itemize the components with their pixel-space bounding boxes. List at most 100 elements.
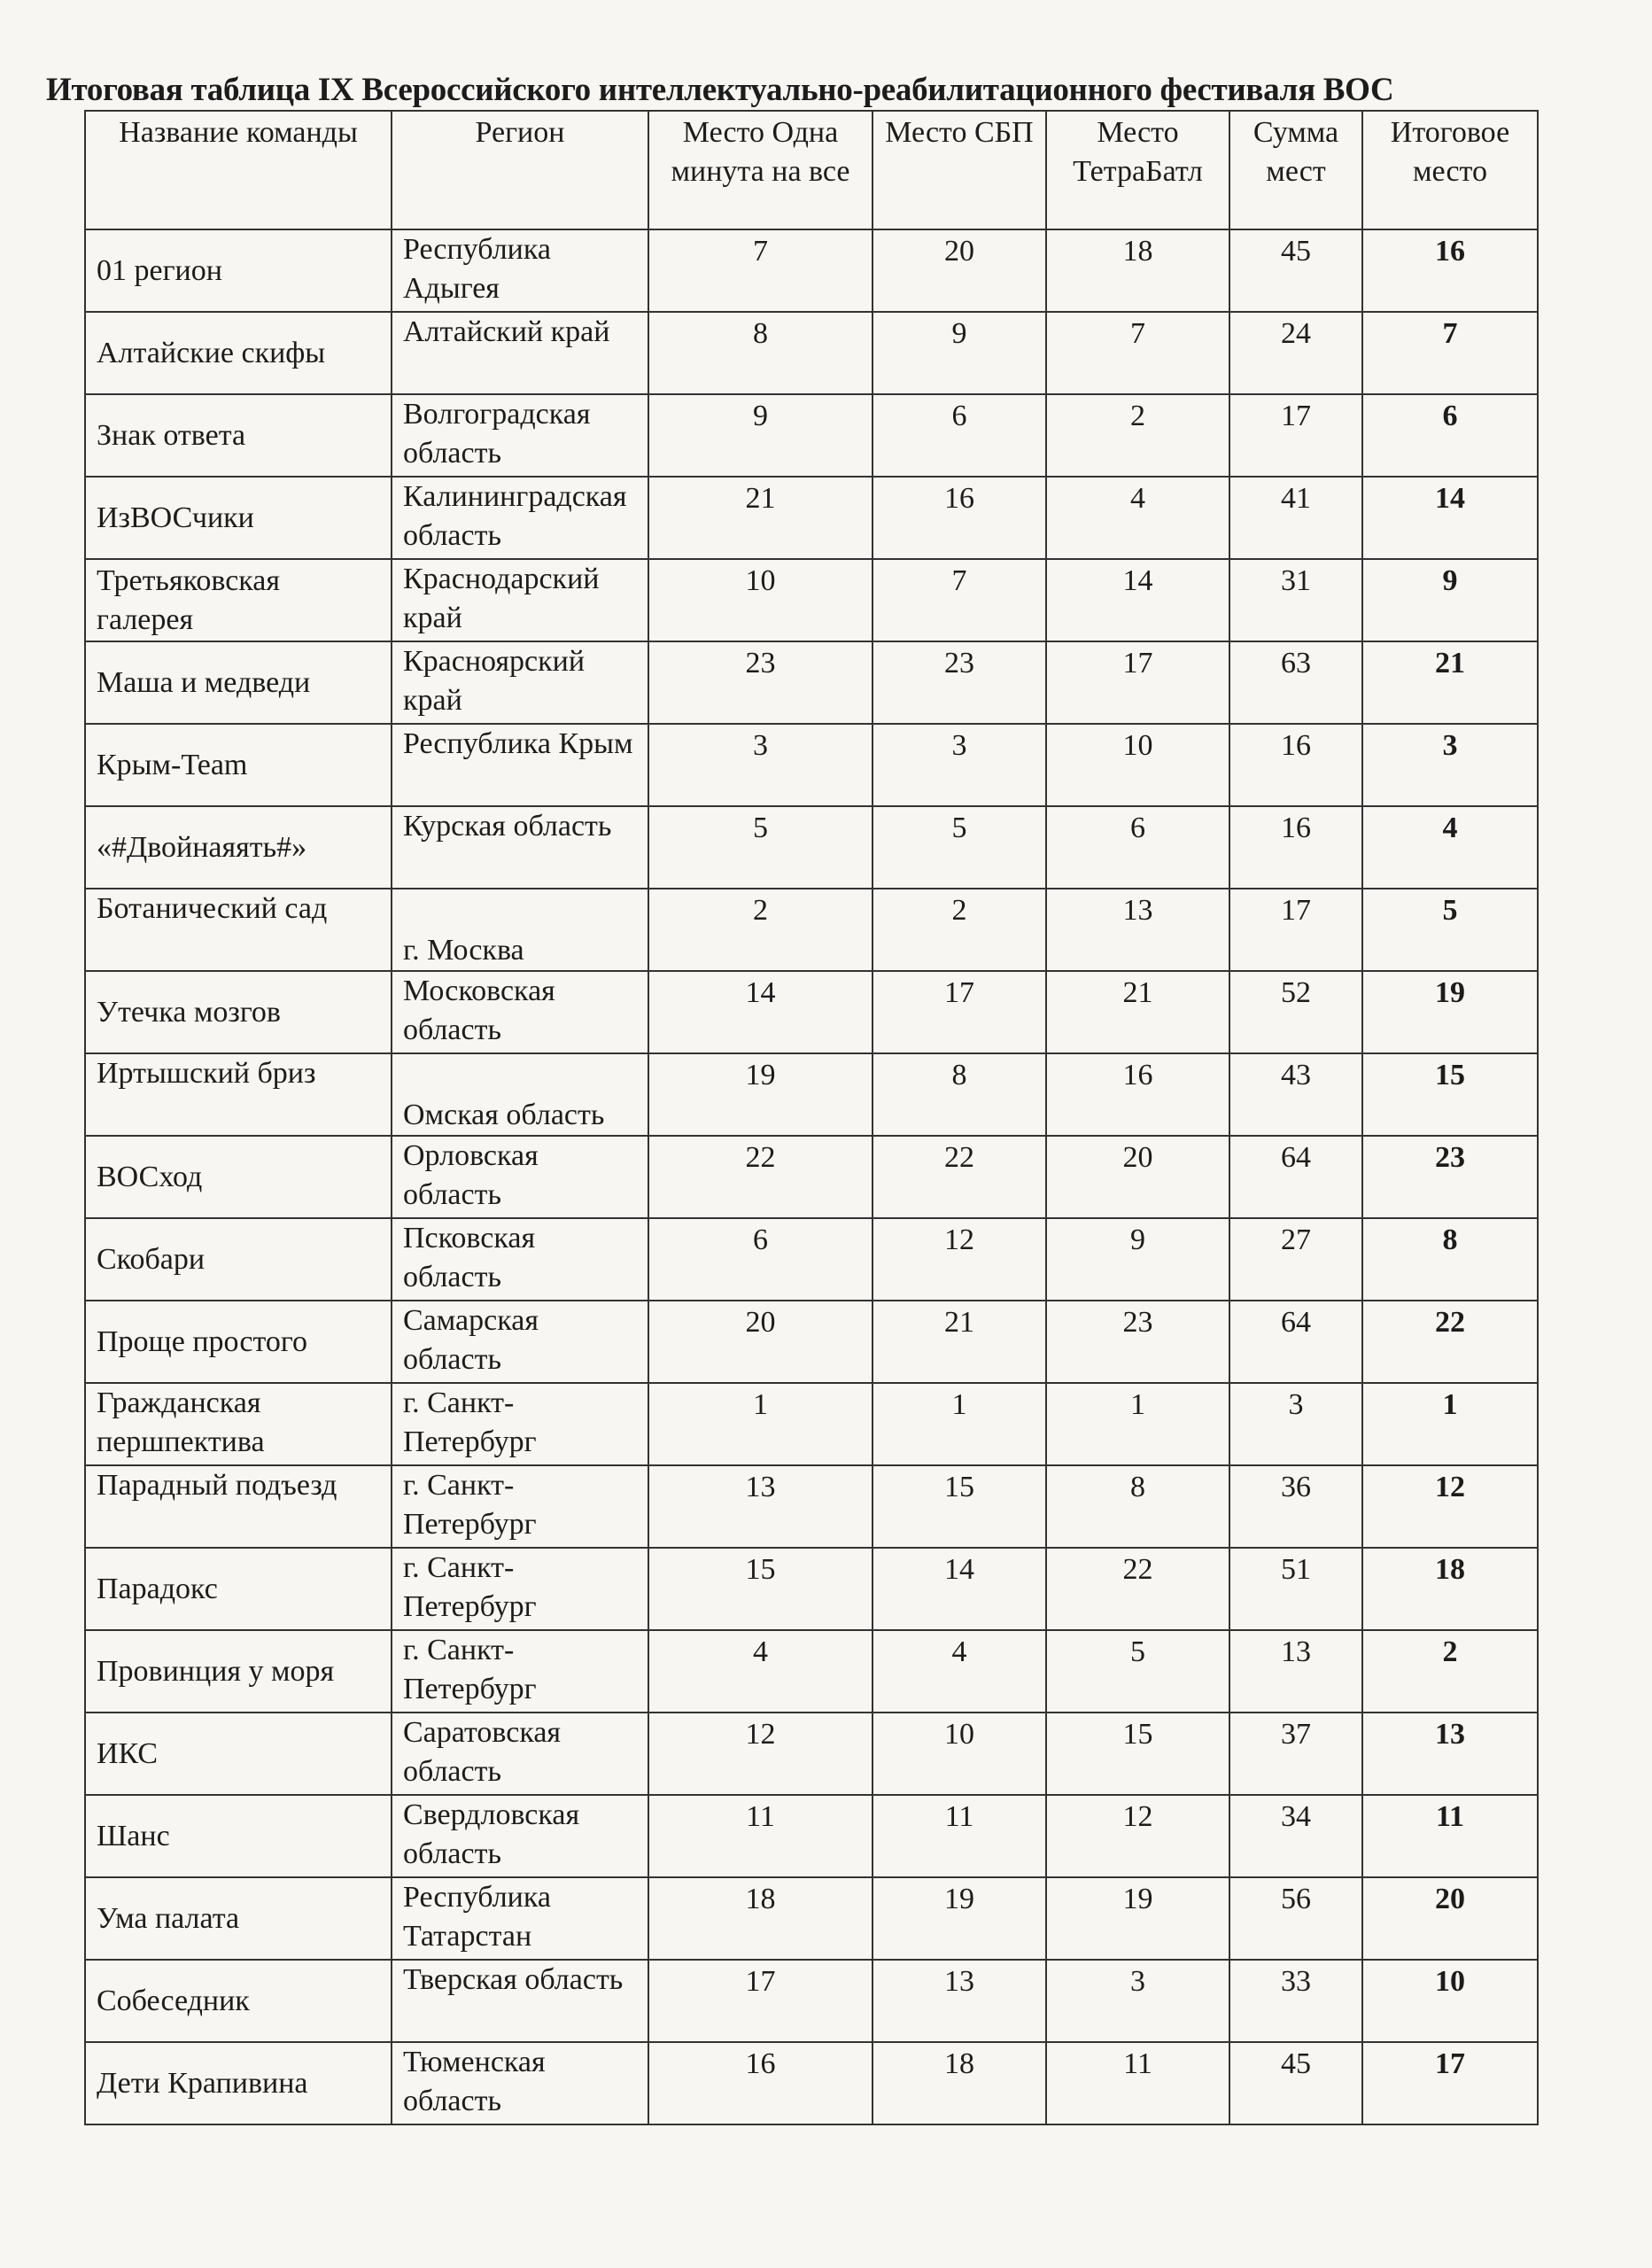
table-row: Проще простого Самарская область 20 21 23 64 2… [84, 1300, 1539, 1384]
final-place-cell: 19 [1361, 970, 1539, 1054]
sbp-place-cell: 16 [872, 476, 1047, 560]
team-name-cell: ВОСход [84, 1135, 392, 1219]
sbp-place-cell: 7 [872, 558, 1047, 642]
table-row: Собеседник Тверская область 17 13 3 33 10 [84, 1959, 1539, 2043]
header-team: Название команды [84, 110, 392, 230]
table-row: «#Двойнаяять#» Курская область 5 5 6 16 4 [84, 805, 1539, 889]
region-cell: г. Санкт-Петербург [391, 1464, 649, 1549]
sum-cell: 45 [1229, 2041, 1363, 2125]
sbp-place-cell: 17 [872, 970, 1047, 1054]
tetrabatl-place-cell: 13 [1045, 888, 1230, 972]
team-name-cell: ИзВОСчики [84, 476, 392, 560]
table-row: Маша и медведи Красноярский край 23 23 17 63 2… [84, 641, 1539, 725]
one-minute-place-cell: 18 [648, 1876, 873, 1961]
sbp-place-cell: 20 [872, 229, 1047, 313]
sbp-place-cell: 8 [872, 1052, 1047, 1137]
final-place-cell: 8 [1361, 1217, 1539, 1301]
team-name-cell: Шанс [84, 1794, 392, 1878]
sum-cell: 36 [1229, 1464, 1363, 1549]
one-minute-place-cell: 7 [648, 229, 873, 313]
tetrabatl-place-cell: 12 [1045, 1794, 1230, 1878]
final-place-cell: 1 [1361, 1382, 1539, 1466]
sum-cell: 45 [1229, 229, 1363, 313]
tetrabatl-place-cell: 5 [1045, 1629, 1230, 1713]
team-name-cell: Проще простого [84, 1300, 392, 1384]
sbp-place-cell: 13 [872, 1959, 1047, 2043]
team-name-cell: Третьяковская галерея [84, 558, 392, 642]
one-minute-place-cell: 12 [648, 1712, 873, 1796]
team-name-cell: 01 регион [84, 229, 392, 313]
table-row: Ума палата Республика Татарстан 18 19 19 56 20 [84, 1876, 1539, 1961]
tetrabatl-place-cell: 2 [1045, 393, 1230, 478]
sum-cell: 34 [1229, 1794, 1363, 1878]
table-row: ИзВОСчики Калининградская область 21 16 4 41 1… [84, 476, 1539, 560]
final-place-cell: 9 [1361, 558, 1539, 642]
sbp-place-cell: 10 [872, 1712, 1047, 1796]
region-cell: Красноярский край [391, 641, 649, 725]
region-cell: Тюменская область [391, 2041, 649, 2125]
document-title: Итоговая таблица IX Всероссийского интел… [46, 72, 1394, 108]
sbp-place-cell: 23 [872, 641, 1047, 725]
tetrabatl-place-cell: 3 [1045, 1959, 1230, 2043]
sum-cell: 17 [1229, 888, 1363, 972]
region-cell: Тверская область [391, 1959, 649, 2043]
tetrabatl-place-cell: 15 [1045, 1712, 1230, 1796]
tetrabatl-place-cell: 1 [1045, 1382, 1230, 1466]
region-cell: Республика Крым [391, 723, 649, 807]
table-row: Скобари Псковская область 6 12 9 27 8 [84, 1217, 1539, 1301]
one-minute-place-cell: 19 [648, 1052, 873, 1137]
region-cell: Краснодарский край [391, 558, 649, 642]
region-cell: Алтайский край [391, 311, 649, 395]
table-row: Парадный подъезд г. Санкт-Петербург 13 15 8 3… [84, 1464, 1539, 1549]
team-name-cell: Дети Крапивина [84, 2041, 392, 2125]
team-name-cell: Иртышский бриз [84, 1052, 392, 1137]
table-row: Иртышский бриз Омская область 19 8 16 43 15 [84, 1052, 1539, 1137]
header-final: Итоговое место [1361, 110, 1539, 230]
team-name-cell: ИКС [84, 1712, 392, 1796]
sbp-place-cell: 21 [872, 1300, 1047, 1384]
sum-cell: 17 [1229, 393, 1363, 478]
header-sum: Сумма мест [1229, 110, 1363, 230]
sbp-place-cell: 9 [872, 311, 1047, 395]
final-place-cell: 17 [1361, 2041, 1539, 2125]
one-minute-place-cell: 14 [648, 970, 873, 1054]
one-minute-place-cell: 16 [648, 2041, 873, 2125]
region-cell: Республика Адыгея [391, 229, 649, 313]
team-name-cell: Знак ответа [84, 393, 392, 478]
sum-cell: 64 [1229, 1300, 1363, 1384]
one-minute-place-cell: 2 [648, 888, 873, 972]
sum-cell: 16 [1229, 723, 1363, 807]
one-minute-place-cell: 15 [648, 1547, 873, 1631]
table-row: Третьяковская галерея Краснодарский край 1… [84, 558, 1539, 642]
team-name-cell: Гражданская першпектива [84, 1382, 392, 1466]
tetrabatl-place-cell: 17 [1045, 641, 1230, 725]
sbp-place-cell: 11 [872, 1794, 1047, 1878]
sbp-place-cell: 2 [872, 888, 1047, 972]
sum-cell: 41 [1229, 476, 1363, 560]
team-name-cell: Крым-Team [84, 723, 392, 807]
sbp-place-cell: 22 [872, 1135, 1047, 1219]
final-place-cell: 7 [1361, 311, 1539, 395]
region-cell: г. Санкт-Петербург [391, 1382, 649, 1466]
header-region: Регион [391, 110, 649, 230]
tetrabatl-place-cell: 19 [1045, 1876, 1230, 1961]
region-cell: Псковская область [391, 1217, 649, 1301]
sbp-place-cell: 14 [872, 1547, 1047, 1631]
tetrabatl-place-cell: 23 [1045, 1300, 1230, 1384]
sbp-place-cell: 3 [872, 723, 1047, 807]
final-place-cell: 5 [1361, 888, 1539, 972]
sbp-place-cell: 6 [872, 393, 1047, 478]
region-cell: Республика Татарстан [391, 1876, 649, 1961]
region-cell: Волгоградская область [391, 393, 649, 478]
tetrabatl-place-cell: 16 [1045, 1052, 1230, 1137]
sum-cell: 31 [1229, 558, 1363, 642]
sum-cell: 43 [1229, 1052, 1363, 1137]
region-cell: Омская область [391, 1052, 649, 1137]
table-row: Дети Крапивина Тюменская область 16 18 11 45 1… [84, 2041, 1539, 2125]
team-name-cell: Скобари [84, 1217, 392, 1301]
final-place-cell: 16 [1361, 229, 1539, 313]
sum-cell: 51 [1229, 1547, 1363, 1631]
table-row: Ботанический сад г. Москва 2 2 13 17 5 [84, 888, 1539, 972]
one-minute-place-cell: 22 [648, 1135, 873, 1219]
table-row: Парадокс г. Санкт-Петербург 15 14 22 51 18 [84, 1547, 1539, 1631]
